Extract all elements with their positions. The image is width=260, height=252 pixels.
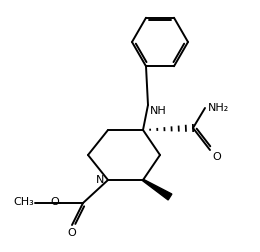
Text: NH₂: NH₂ xyxy=(208,103,229,113)
Text: NH: NH xyxy=(150,106,167,116)
Text: CH₃: CH₃ xyxy=(13,197,34,207)
Text: N: N xyxy=(96,175,104,185)
Text: O: O xyxy=(50,197,59,207)
Polygon shape xyxy=(142,179,172,200)
Text: O: O xyxy=(212,152,221,162)
Text: O: O xyxy=(68,228,76,238)
